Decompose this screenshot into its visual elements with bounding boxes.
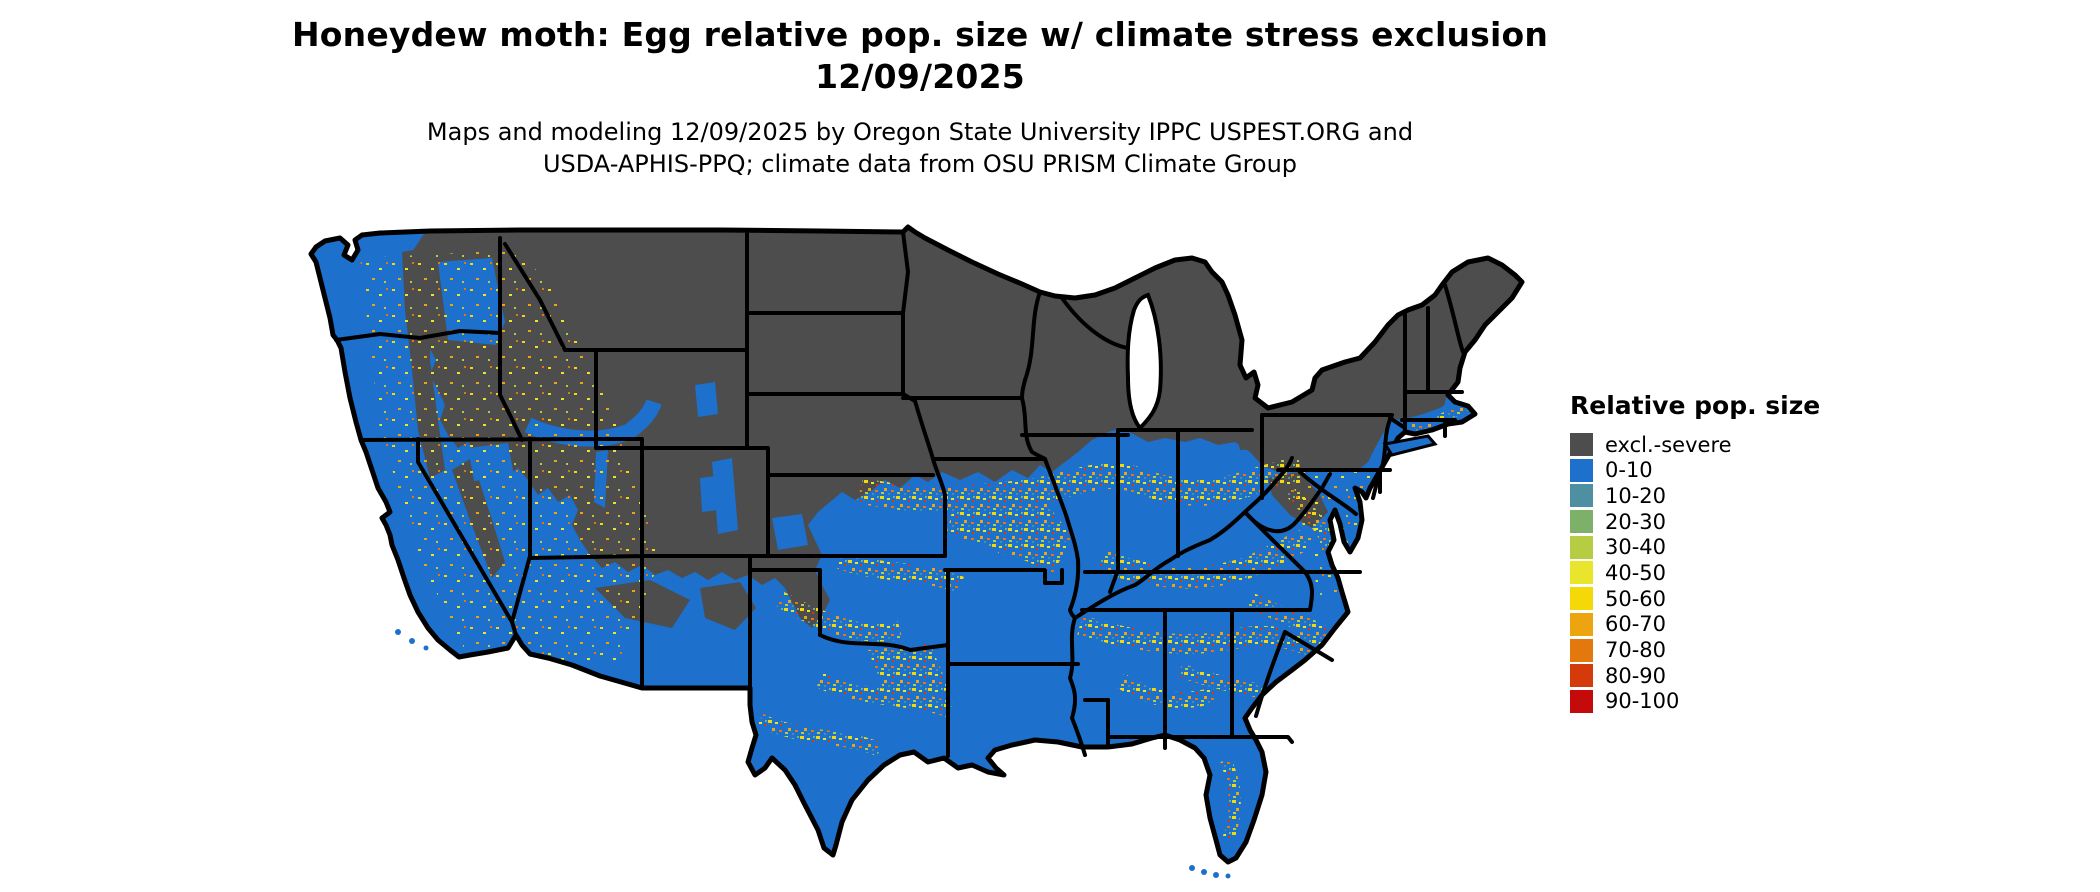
subtitle-line-1: Maps and modeling 12/09/2025 by Oregon S…: [426, 118, 1414, 146]
legend-swatch: [1570, 612, 1593, 636]
figure-title: Honeydew moth: Egg relative pop. size w/…: [170, 14, 1670, 98]
legend-label: 90-100: [1605, 689, 1680, 714]
legend-label: excl.-severe: [1605, 432, 1732, 457]
speckle-band-texas-1: [775, 591, 903, 642]
legend-swatch: [1570, 484, 1593, 508]
speckle-band-midwest: [856, 457, 1302, 512]
state-borders-mississippi-river: [1020, 290, 1087, 757]
speckle-blob-missouri-illinois: [960, 495, 1075, 555]
legend-row-30-40: 30-40: [1570, 535, 1870, 560]
state-borders-northeast: [1243, 283, 1465, 533]
legend-label: 20-30: [1605, 509, 1667, 534]
legend-label: 40-50: [1605, 560, 1667, 585]
legend-swatch: [1570, 689, 1593, 713]
legend-label: 0-10: [1605, 458, 1653, 483]
title-line-2: 12/09/2025: [815, 57, 1025, 96]
legend-row-10-20: 10-20: [1570, 483, 1870, 508]
suitable-patch-colorado-2: [772, 514, 808, 550]
state-borders-plains: [745, 230, 1110, 758]
suitable-patch-colorado-1: [700, 476, 718, 512]
excluded-patch-ne-ohio: [1235, 424, 1272, 450]
legend-row-20-30: 20-30: [1570, 509, 1870, 534]
legend-label: 30-40: [1605, 535, 1667, 560]
state-borders-southeast: [1080, 510, 1362, 750]
channel-islet: [395, 629, 401, 635]
florida-key-islet: [1189, 865, 1195, 871]
speckle-band-florida: [1219, 757, 1241, 842]
title-line-1: Honeydew moth: Egg relative pop. size w/…: [291, 15, 1549, 54]
suitable-patch-wyoming-basin: [695, 382, 718, 417]
state-borders: [334, 230, 1465, 758]
legend-swatch: [1570, 561, 1593, 585]
speckle-scatter-west: [360, 250, 660, 690]
speckle-blob-texas-hill-country: [868, 644, 950, 700]
legend-swatch: [1570, 458, 1593, 482]
excluded-patch-new-mexico: [700, 582, 756, 630]
legend-swatch: [1570, 638, 1593, 662]
speckle-band-texas-2: [816, 672, 953, 718]
legend-row-80-90: 80-90: [1570, 663, 1870, 688]
legend-label: 70-80: [1605, 638, 1667, 662]
legend-row-0-10: 0-10: [1570, 458, 1870, 483]
legend-label: 80-90: [1605, 663, 1667, 688]
legend-swatch: [1570, 535, 1593, 559]
channel-islands: [395, 629, 429, 651]
legend-items: excl.-severe 0-10 10-20 20-30 30-40 40-50 50-6…: [1570, 433, 1870, 713]
lake-michigan: [1125, 292, 1163, 431]
state-borders-west: [334, 230, 950, 690]
legend-swatch: [1570, 433, 1593, 456]
legend-row-60-70: 60-70: [1570, 612, 1870, 637]
florida-keys: [1189, 865, 1231, 879]
legend-row-40-50: 40-50: [1570, 560, 1870, 585]
long-island: [1382, 434, 1438, 457]
legend-row-excl.-severe: excl.-severe: [1570, 432, 1870, 457]
legend-row-70-80: 70-80: [1570, 638, 1870, 662]
legend-swatch: [1570, 587, 1593, 611]
channel-islet: [423, 645, 429, 651]
suitable-patch-nebraska-panhandle: [712, 458, 738, 534]
map-legend: Relative pop. size excl.-severe 0-10 10-20…: [1570, 391, 1870, 716]
florida-key-islet: [1213, 872, 1219, 878]
channel-islet: [409, 638, 415, 644]
legend-label: 10-20: [1605, 483, 1667, 508]
legend-label: 60-70: [1605, 612, 1667, 637]
legend-swatch: [1570, 510, 1593, 534]
legend-swatch: [1570, 664, 1593, 688]
legend-label: 50-60: [1605, 586, 1667, 611]
figure-subtitle: Maps and modeling 12/09/2025 by Oregon S…: [170, 116, 1670, 180]
legend-title: Relative pop. size: [1570, 391, 1821, 420]
florida-key-islet: [1225, 873, 1231, 879]
speckle-band-texas-3: [756, 713, 884, 757]
legend-row-90-100: 90-100: [1570, 689, 1870, 714]
legend-row-50-60: 50-60: [1570, 586, 1870, 611]
florida-key-islet: [1201, 869, 1207, 875]
subtitle-line-2: USDA-APHIS-PPQ; climate data from OSU PR…: [542, 150, 1298, 178]
